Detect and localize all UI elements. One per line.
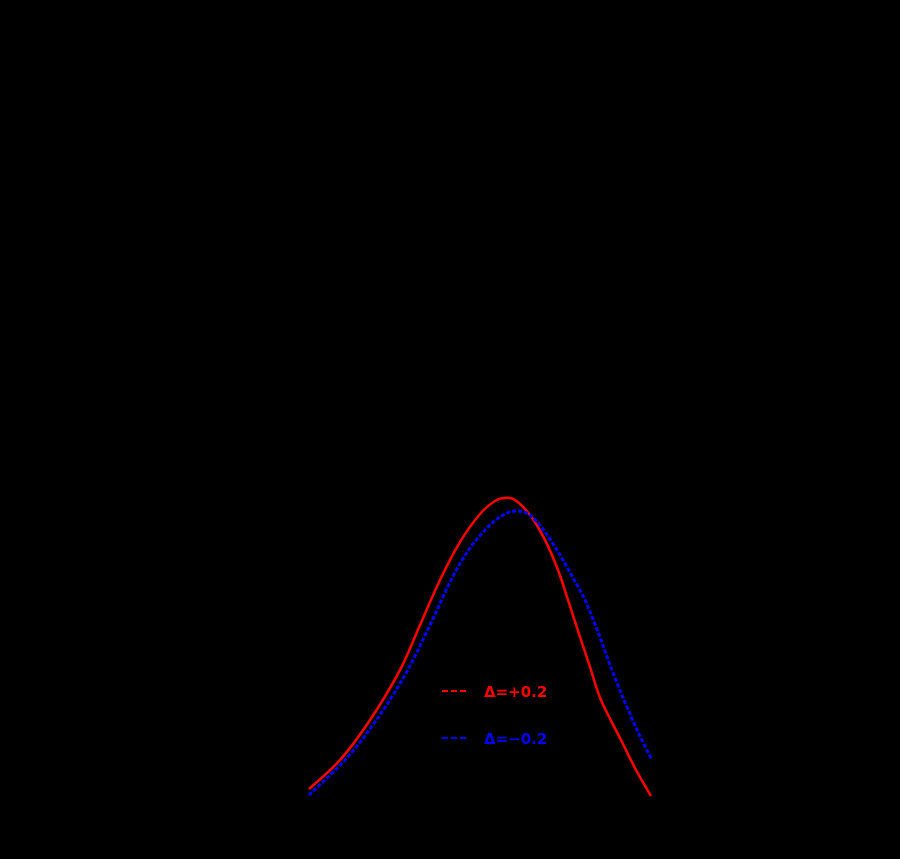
legend-label-plus: Δ=+0.2	[484, 683, 547, 701]
legend-item-minus: Δ=−0.2	[442, 730, 547, 748]
series-line-minus	[307, 509, 654, 797]
legend: Δ=+0.2 Δ=−0.2	[442, 683, 547, 748]
legend-item-plus: Δ=+0.2	[442, 683, 547, 701]
series-line-plus	[308, 496, 653, 797]
legend-label-minus: Δ=−0.2	[484, 730, 547, 748]
